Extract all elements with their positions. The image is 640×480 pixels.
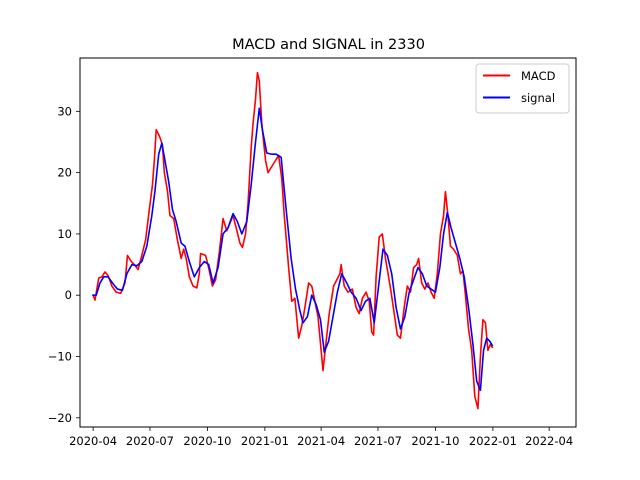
chart-title: MACD and SIGNAL in 2330 <box>232 37 425 53</box>
x-tick-label: 2022-04 <box>525 434 573 448</box>
y-tick-label: −10 <box>48 350 72 364</box>
x-tick-label: 2022-01 <box>469 434 517 448</box>
x-axis: 2020-04 2020-07 2020-10 2021-01 2021-04 2021-… <box>69 427 573 448</box>
legend: MACD signal <box>475 63 570 114</box>
x-tick-label: 2020-07 <box>126 434 174 448</box>
y-tick-label: 10 <box>57 227 72 241</box>
x-tick-label: 2020-10 <box>183 434 231 448</box>
y-axis: −20 −10 0 10 20 30 <box>48 104 80 425</box>
x-tick-label: 2021-10 <box>411 434 459 448</box>
x-tick-label: 2020-04 <box>69 434 117 448</box>
y-tick-label: 30 <box>57 104 72 118</box>
y-tick-label: 20 <box>57 166 72 180</box>
series-line-macd <box>92 71 494 410</box>
y-tick-label: 0 <box>65 288 72 302</box>
series-line-signal <box>92 107 494 392</box>
y-tick-label: −20 <box>48 411 72 425</box>
plot-frame <box>79 57 577 428</box>
x-tick-label: 2021-01 <box>241 434 289 448</box>
x-tick-label: 2021-07 <box>354 434 402 448</box>
legend-label-signal: signal <box>521 91 555 105</box>
series-layer <box>92 71 494 410</box>
x-tick-label: 2021-04 <box>297 434 345 448</box>
legend-label-macd: MACD <box>521 69 556 83</box>
